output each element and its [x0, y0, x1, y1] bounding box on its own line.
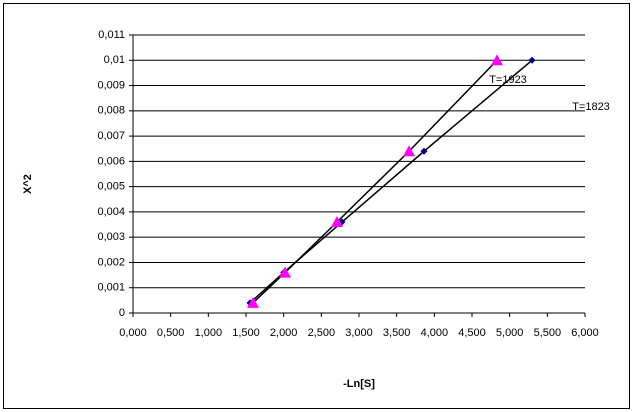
- x-tick-label: 3,000: [345, 327, 373, 339]
- data-point: [528, 56, 536, 64]
- y-axis-label: X^2: [22, 174, 34, 194]
- x-tick-label: 4,500: [458, 327, 486, 339]
- x-tick-label: 6,000: [571, 327, 599, 339]
- annotation: T=1923: [489, 74, 527, 86]
- x-tick-label: 0,000: [119, 327, 147, 339]
- x-tick-label: 4,000: [421, 327, 449, 339]
- x-tick-label: 1,000: [195, 327, 223, 339]
- y-tick-label: 0,005: [97, 181, 125, 193]
- y-tick-label: 0,006: [97, 155, 125, 167]
- x-axis-label: -Ln[S]: [343, 378, 375, 390]
- chart-frame: [3, 3, 630, 409]
- x-tick-label: 2,500: [308, 327, 336, 339]
- x-tick-label: 1,500: [232, 327, 260, 339]
- data-point: [247, 296, 260, 308]
- data-point: [491, 54, 504, 66]
- x-tick-label: 2,000: [270, 327, 298, 339]
- x-tick-label: 5,500: [534, 327, 562, 339]
- data-point: [403, 145, 416, 157]
- y-tick-label: 0,009: [97, 79, 125, 91]
- data-point: [420, 147, 428, 155]
- data-point: [279, 266, 292, 278]
- y-tick-label: 0,003: [97, 231, 125, 243]
- x-tick-label: 0,500: [157, 327, 185, 339]
- y-tick-label: 0,004: [97, 206, 125, 218]
- y-tick-label: 0,001: [97, 282, 125, 294]
- data-point: [331, 216, 344, 228]
- x-tick-label: 5,000: [496, 327, 524, 339]
- annotation: T=1823: [572, 101, 610, 113]
- x-tick-label: 3,500: [383, 327, 411, 339]
- y-tick-label: 0,002: [97, 256, 125, 268]
- y-tick-label: 0,007: [97, 130, 125, 142]
- y-tick-label: 0,008: [97, 105, 125, 117]
- y-tick-label: 0: [119, 307, 125, 319]
- y-tick-label: 0,011: [98, 29, 125, 41]
- y-tick-label: 0,01: [104, 54, 125, 66]
